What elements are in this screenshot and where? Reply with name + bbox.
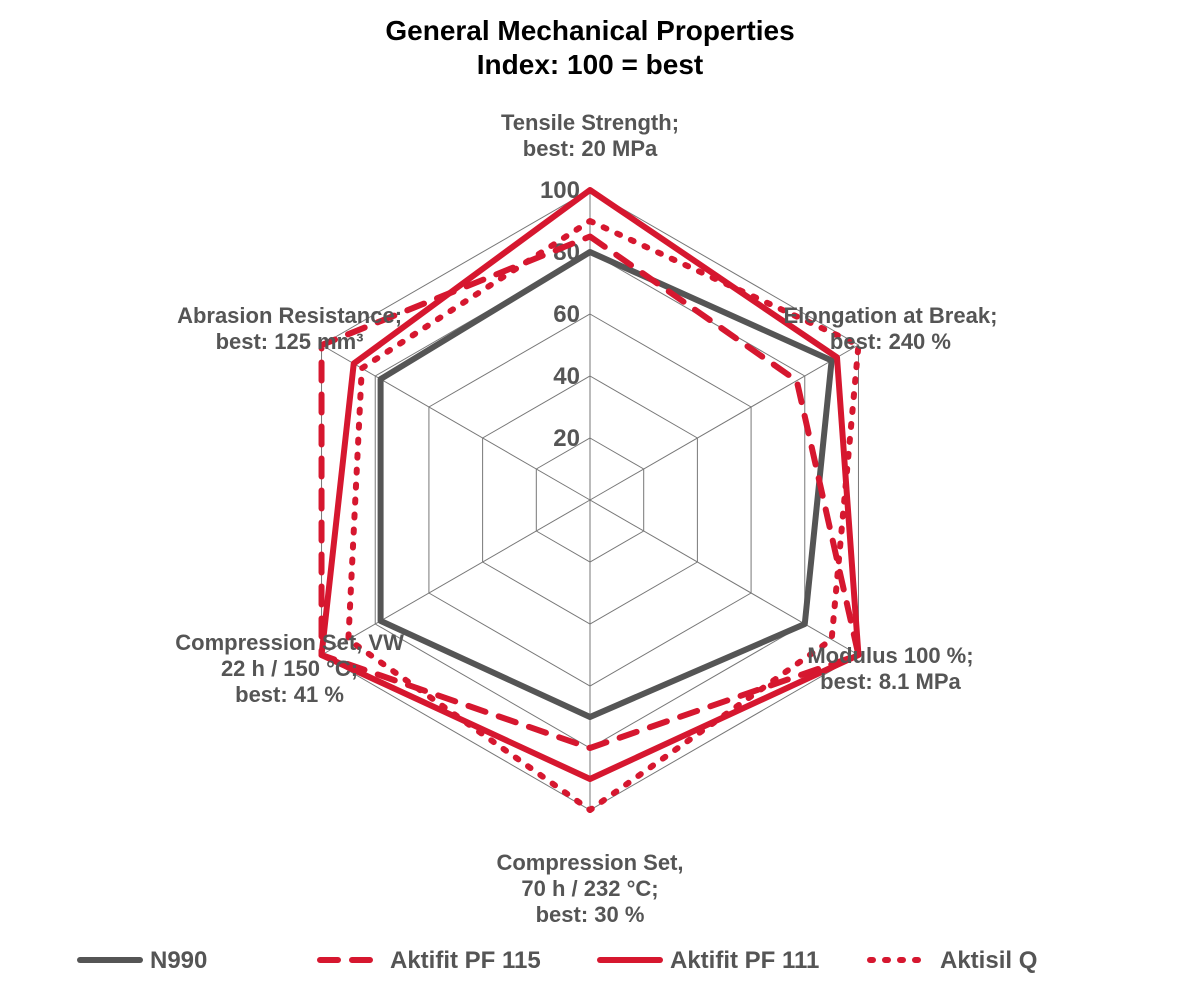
axis-label: 22 h / 150 °C; (221, 656, 358, 681)
radar-chart-container: General Mechanical PropertiesIndex: 100 … (0, 0, 1180, 1000)
axis-label: Compression Set, (496, 850, 683, 875)
axis-label: best: 41 % (235, 682, 344, 707)
axis-label: Modulus 100 %; (807, 643, 973, 668)
axis-label: 70 h / 232 °C; (521, 876, 658, 901)
legend-label: Aktisil Q (940, 947, 1037, 974)
legend-label: N990 (150, 947, 207, 974)
axis-label: Abrasion Resistance; (177, 303, 402, 328)
axis-label: best: 125 mm³ (216, 329, 364, 354)
axis-label: Compression Set, VW (175, 630, 404, 655)
ring-label: 60 (553, 301, 580, 328)
ring-label: 20 (553, 425, 580, 452)
radar-chart-svg: General Mechanical PropertiesIndex: 100 … (0, 0, 1180, 1000)
ring-label: 40 (553, 363, 580, 390)
legend-label: Aktifit PF 111 (670, 947, 819, 974)
axis-label: best: 8.1 MPa (820, 669, 961, 694)
chart-title-line2: Index: 100 = best (477, 49, 703, 80)
axis-label: Tensile Strength; (501, 110, 679, 135)
legend-label: Aktifit PF 115 (390, 947, 541, 974)
axis-label: best: 20 MPa (523, 136, 658, 161)
axis-label: best: 30 % (536, 902, 645, 927)
chart-title-line1: General Mechanical Properties (385, 15, 794, 46)
axis-label: Elongation at Break; (783, 303, 997, 328)
axis-label: best: 240 % (830, 329, 951, 354)
